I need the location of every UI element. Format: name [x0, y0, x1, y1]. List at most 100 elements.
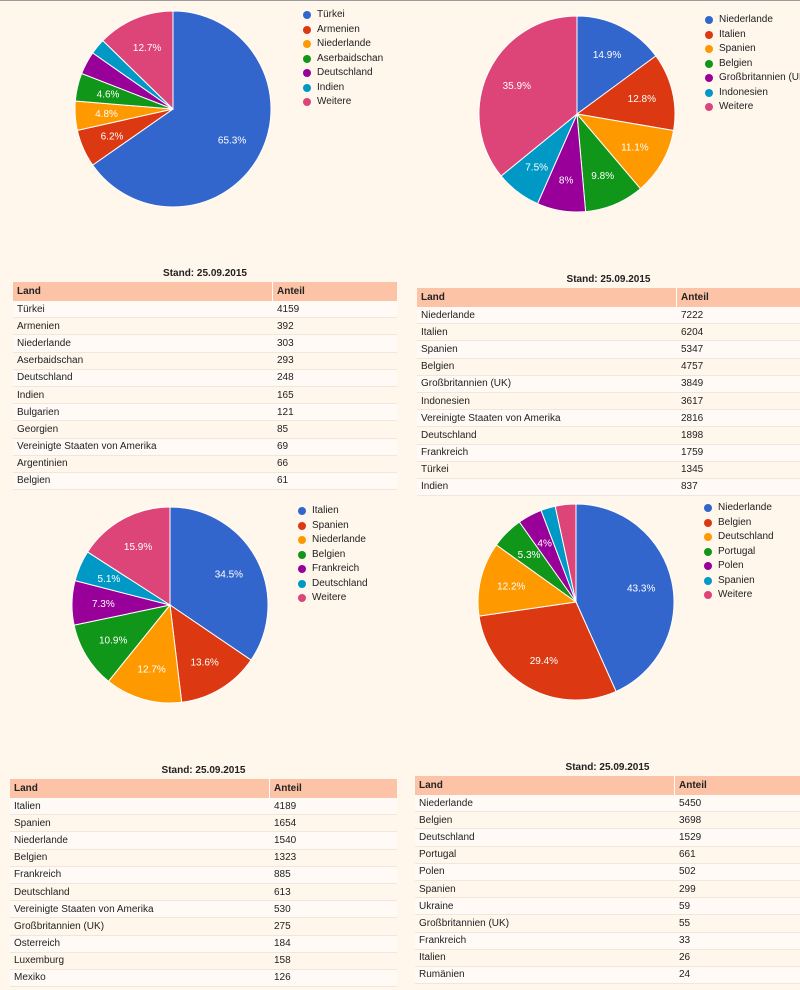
pie-slice-label: 4% — [537, 539, 552, 550]
cell-land: Großbritannien (UK) — [421, 378, 512, 390]
cell-anteil: 248 — [277, 372, 294, 384]
legend-item: Indonesien — [705, 86, 800, 101]
table-row: Italien 26 — [415, 950, 800, 967]
pie-slice-label: 12.2% — [497, 582, 525, 593]
legend-label: Italien — [312, 505, 339, 516]
cell-land: Italien — [421, 326, 448, 338]
table-row: Frankreich 885 — [10, 866, 397, 884]
legend-item: Belgien — [298, 548, 368, 563]
table-row: Italien 4189 — [10, 798, 397, 816]
table-row: Österreich 184 — [10, 935, 397, 953]
cell-anteil: 5347 — [681, 343, 704, 355]
table-row: Italien 6204 — [417, 324, 800, 342]
cell-land: Indien — [421, 481, 449, 493]
pie-slice-label: 4.8% — [95, 109, 118, 120]
table-row: Spanien 1654 — [10, 815, 397, 833]
legend-item: Armenien — [303, 23, 383, 38]
legend-swatch-icon — [298, 507, 306, 516]
legend-label: Weitere — [718, 589, 753, 600]
legend-label: Niederlande — [312, 534, 366, 545]
legend-label: Großbritannien (UK) — [719, 72, 800, 83]
legend-swatch-icon — [704, 591, 712, 600]
legend-swatch-icon — [298, 579, 306, 588]
legend-item: Weitere — [298, 591, 368, 606]
legend-swatch-icon — [303, 54, 311, 63]
legend-item: Deutschland — [704, 530, 774, 545]
cell-land: Spanien — [14, 817, 51, 829]
pie-slice-label: 43.3% — [627, 584, 655, 595]
legend-label: Frankreich — [312, 563, 360, 574]
column-header-land: Land — [417, 288, 677, 307]
table-body: Niederlande 5450 Belgien 3698 Deutschland 152… — [415, 795, 800, 987]
cell-land: Mexiko — [14, 972, 46, 984]
legend-item: Spanien — [298, 519, 368, 534]
pie-slice-weitere — [554, 503, 577, 603]
legend-label: Weitere — [719, 101, 754, 112]
legend-item: Belgien — [705, 57, 800, 72]
legend-label: Spanien — [718, 574, 755, 586]
table-row: Frankreich 1759 — [417, 444, 800, 462]
legend-label: Deutschland — [718, 531, 774, 542]
pie-slice-türkei — [91, 10, 272, 208]
pie-slice-niederlande — [576, 15, 657, 115]
data-table-1: Stand: 25.09.2015 Land Anteil Türkei 4159… — [13, 268, 397, 494]
table-row: Vereinigte Staaten von Amerika 2816 — [417, 410, 800, 428]
legend-swatch-icon — [303, 25, 311, 34]
table-row: Deutschland 613 — [10, 884, 397, 902]
cell-anteil: 33 — [679, 935, 691, 947]
legend-swatch-icon — [298, 550, 306, 559]
cell-anteil: 3698 — [679, 814, 702, 826]
cell-anteil: 85 — [277, 423, 289, 435]
cell-land: Spanien — [421, 343, 458, 355]
cell-land: Großbritannien (UK) — [419, 917, 510, 929]
table-header: Land Anteil — [13, 282, 397, 301]
cell-land: Belgien — [14, 852, 48, 864]
pie-slice-label: 9.8% — [591, 171, 614, 182]
cell-anteil: 165 — [277, 389, 294, 401]
cell-land: Indonesien — [421, 395, 470, 407]
data-table-3: Stand: 25.09.2015 Land Anteil Italien 418… — [10, 765, 397, 990]
cell-anteil: 1345 — [681, 464, 704, 476]
cell-anteil: 613 — [274, 886, 291, 898]
pie-slice-label: 12.8% — [628, 94, 656, 105]
cell-land: Deutschland — [17, 372, 73, 384]
cell-land: Luxemburg — [14, 955, 65, 967]
table-body: Niederlande 7222 Italien 6204 Spanien 5347 Bel… — [417, 307, 800, 499]
legend-swatch-icon — [704, 576, 712, 585]
pie-slice-niederlande — [107, 603, 183, 704]
legend-swatch-icon — [303, 11, 311, 20]
cell-anteil: 126 — [274, 972, 291, 984]
pie-slice-deutschland — [477, 544, 578, 617]
legend-label: Armenien — [317, 23, 360, 35]
table-row: Belgien 61 — [13, 472, 397, 491]
cell-anteil: 26 — [679, 952, 691, 964]
pie-slice-label: 15.9% — [124, 542, 152, 553]
table-row: Vereinigte Staaten von Amerika 530 — [10, 901, 397, 919]
legend-item: Großbritannien (UK) — [705, 71, 800, 86]
cell-land: Italien — [419, 952, 446, 964]
legend-item: Niederlande — [298, 533, 368, 548]
pie-slice-label: 5.1% — [98, 574, 121, 585]
table-row: Vereinigte Staaten von Amerika 69 — [13, 438, 397, 456]
table-row: Spanien 5347 — [417, 341, 800, 359]
pie-slice-label: 14.9% — [593, 50, 621, 61]
cell-anteil: 885 — [274, 869, 291, 881]
pie-chart-2-legend: Niederlande Italien Spanien Belgien Großbrit… — [705, 13, 800, 115]
cell-land: Deutschland — [14, 886, 70, 898]
pie-slice-weitere — [478, 15, 578, 177]
table-row: Belgien 4757 — [417, 359, 800, 376]
column-header-anteil: Anteil — [681, 292, 709, 303]
legend-label: Niederlande — [317, 38, 371, 49]
legend-item: Spanien — [704, 574, 774, 589]
cell-land: Spanien — [419, 883, 456, 895]
pie-chart-3: 34.5% 13.6% 12.7% 10.9% 7.3% 5.1% 15.9% — [71, 506, 269, 704]
legend-swatch-icon — [303, 40, 311, 49]
pie-slice-label: 29.4% — [530, 656, 558, 667]
legend-swatch-icon — [704, 562, 712, 571]
cell-land: Belgien — [17, 475, 51, 487]
legend-label: Deutschland — [317, 67, 373, 78]
legend-swatch-icon — [705, 59, 713, 68]
table-row: Indien 837 — [417, 478, 800, 497]
cell-anteil: 184 — [274, 938, 291, 950]
cell-land: Bulgarien — [17, 406, 60, 418]
